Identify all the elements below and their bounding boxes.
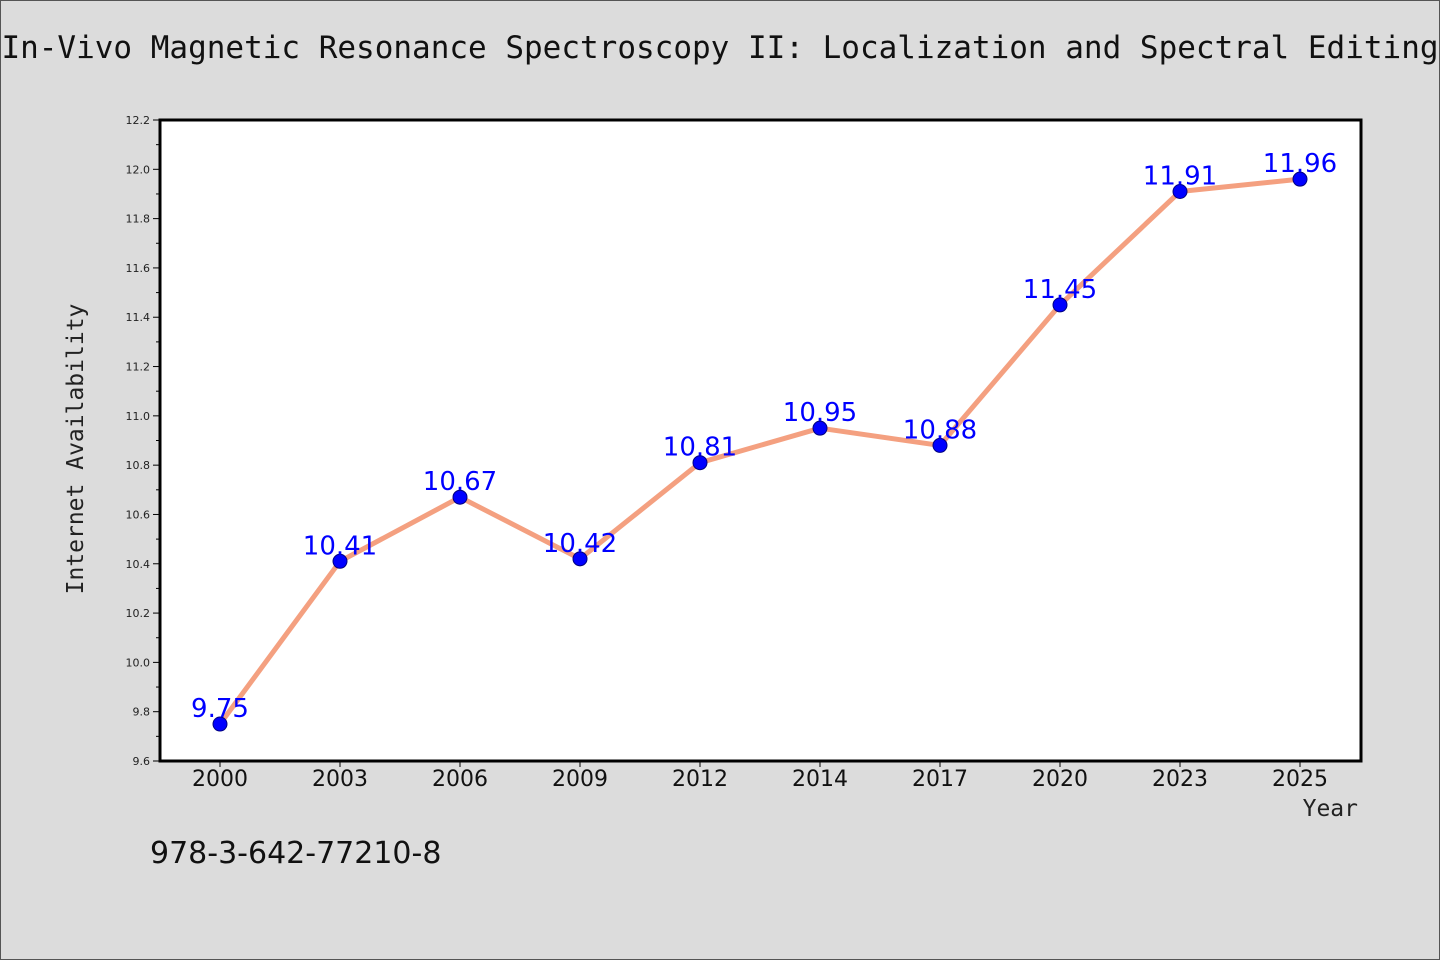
data-point bbox=[332, 553, 348, 569]
y-tick-label: 11.0 bbox=[126, 410, 151, 423]
data-label: 10.95 bbox=[783, 398, 857, 428]
data-label: 11.45 bbox=[1023, 275, 1097, 305]
y-tick-label: 9.6 bbox=[133, 755, 151, 768]
data-point bbox=[1052, 297, 1068, 313]
isbn-text: 978-3-642-77210-8 bbox=[150, 836, 442, 871]
data-label: 11.91 bbox=[1143, 161, 1217, 191]
x-tick-label: 2017 bbox=[912, 767, 968, 792]
y-tick-label: 12.0 bbox=[126, 163, 151, 176]
x-axis-label: Year bbox=[1302, 796, 1358, 822]
data-point bbox=[452, 489, 468, 505]
y-tick-label: 10.8 bbox=[126, 459, 151, 472]
chart-title: In-Vivo Magnetic Resonance Spectroscopy … bbox=[1, 30, 1439, 66]
data-label: 9.75 bbox=[191, 694, 249, 724]
data-point bbox=[812, 420, 828, 436]
data-label: 11.96 bbox=[1263, 149, 1337, 179]
data-label: 10.42 bbox=[543, 529, 617, 559]
y-tick-label: 10.6 bbox=[126, 508, 151, 521]
plot-border bbox=[158, 118, 1363, 763]
data-point bbox=[212, 716, 228, 732]
data-point bbox=[692, 455, 708, 471]
data-point bbox=[1172, 183, 1188, 199]
x-tick-label: 2020 bbox=[1032, 767, 1088, 792]
y-tick-label: 10.4 bbox=[126, 558, 151, 571]
y-tick-label: 10.2 bbox=[126, 607, 151, 620]
data-point bbox=[932, 437, 948, 453]
series-line bbox=[217, 176, 1303, 727]
data-label: 10.88 bbox=[903, 415, 977, 445]
x-tick-label: 2009 bbox=[552, 767, 608, 792]
data-label: 10.81 bbox=[663, 433, 737, 463]
data-label: 10.67 bbox=[423, 467, 497, 497]
data-point bbox=[572, 551, 588, 567]
x-tick-label: 2014 bbox=[792, 767, 848, 792]
y-tick-label: 9.8 bbox=[133, 706, 151, 719]
x-tick-label: 2023 bbox=[1152, 767, 1208, 792]
x-tick-label: 2025 bbox=[1272, 767, 1328, 792]
x-tick-label: 2012 bbox=[672, 767, 728, 792]
y-tick-label: 11.8 bbox=[126, 213, 151, 226]
y-tick-label: 11.6 bbox=[126, 262, 151, 275]
y-tick-label: 11.2 bbox=[126, 361, 151, 374]
y-tick-label: 10.0 bbox=[126, 656, 151, 669]
y-tick-label: 12.2 bbox=[126, 114, 151, 127]
plot-area bbox=[160, 120, 1361, 761]
x-tick-label: 2000 bbox=[192, 767, 248, 792]
data-label: 10.41 bbox=[303, 531, 377, 561]
x-tick-label: 2006 bbox=[432, 767, 488, 792]
y-axis-label: Internet Availability bbox=[63, 303, 89, 595]
y-tick-label: 11.4 bbox=[126, 311, 151, 324]
data-point bbox=[1292, 171, 1308, 187]
x-tick-label: 2003 bbox=[312, 767, 368, 792]
